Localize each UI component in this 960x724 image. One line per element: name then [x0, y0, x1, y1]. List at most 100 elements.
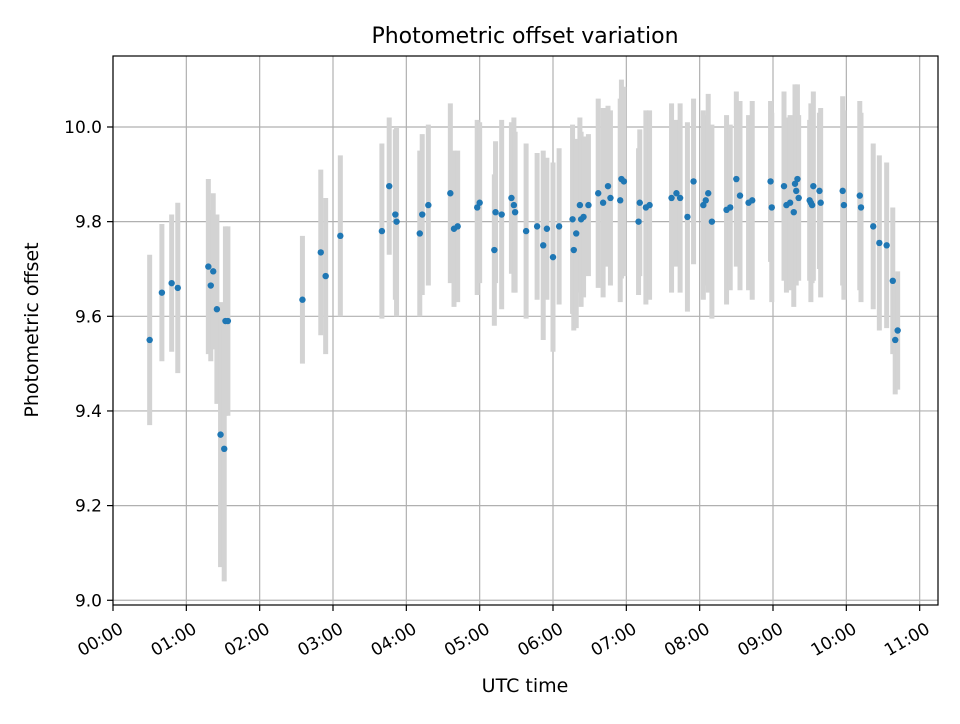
data-point: [386, 182, 393, 190]
data-point: [576, 201, 584, 209]
data-point: [604, 182, 612, 190]
data-point: [857, 204, 865, 211]
data-point: [856, 192, 863, 199]
data-point: [790, 208, 797, 216]
data-point: [419, 211, 426, 218]
data-point: [840, 201, 848, 209]
data-point: [768, 204, 775, 211]
data-point: [780, 182, 788, 190]
data-point: [378, 227, 386, 235]
data-point: [839, 187, 846, 195]
data-point: [786, 199, 794, 206]
y-tick-label: 9.6: [75, 307, 102, 327]
y-tick-label: 9.4: [75, 402, 102, 422]
data-point: [549, 253, 557, 261]
data-point: [146, 336, 153, 344]
x-axis-label: UTC time: [482, 675, 569, 697]
data-point: [794, 175, 801, 183]
y-axis-ticks: 9.0 9.2 9.4 9.6 9.8 10.0: [64, 118, 113, 611]
data-point: [580, 213, 587, 221]
data-point: [684, 213, 691, 221]
data-point: [595, 190, 602, 197]
data-point: [510, 201, 518, 209]
data-point: [213, 306, 221, 313]
data-point: [555, 223, 563, 230]
data-point: [585, 201, 592, 209]
data-point: [158, 289, 166, 296]
data-point: [476, 199, 483, 206]
data-point: [635, 218, 642, 225]
data-point: [317, 249, 324, 256]
data-point: [673, 190, 680, 197]
data-point: [570, 246, 577, 254]
y-tick-label: 9.2: [75, 497, 102, 517]
data-point: [454, 223, 461, 230]
y-tick-label: 9.0: [75, 591, 102, 611]
data-point: [425, 201, 432, 209]
data-point: [883, 242, 890, 249]
data-point: [808, 201, 816, 209]
data-point: [207, 282, 214, 289]
data-point: [174, 284, 181, 292]
data-point: [474, 204, 481, 211]
data-point: [491, 246, 498, 254]
data-point: [540, 242, 547, 249]
data-point: [702, 197, 709, 204]
data-point: [646, 201, 653, 209]
data-point: [810, 182, 817, 190]
data-point: [636, 199, 643, 206]
data-point: [708, 218, 716, 225]
data-point: [876, 239, 883, 247]
data-point: [337, 232, 344, 240]
data-point: [522, 227, 530, 235]
y-tick-label: 9.8: [75, 213, 102, 233]
data-point: [870, 223, 877, 230]
data-point: [700, 201, 707, 209]
data-point: [599, 199, 607, 206]
data-point: [668, 194, 675, 202]
data-point: [816, 187, 823, 195]
data-point: [322, 272, 329, 280]
data-points: [146, 175, 901, 453]
data-point: [607, 194, 614, 202]
y-axis-label: Photometric offset: [21, 242, 43, 417]
data-point: [791, 180, 799, 187]
data-point: [416, 230, 423, 237]
data-point: [793, 187, 800, 195]
plot-frame: [112, 55, 939, 606]
data-point: [889, 277, 896, 285]
data-point: [690, 178, 697, 185]
data-point: [533, 223, 541, 230]
data-point: [620, 178, 628, 185]
data-point: [205, 263, 212, 270]
data-point: [795, 194, 802, 202]
data-point: [733, 175, 740, 183]
data-point: [569, 216, 576, 223]
data-point: [492, 208, 499, 216]
data-point: [168, 279, 175, 287]
data-point: [299, 296, 306, 303]
data-point: [573, 230, 580, 237]
data-point: [224, 317, 232, 325]
data-point: [894, 327, 901, 334]
data-point: [749, 197, 756, 204]
data-point: [543, 225, 551, 232]
data-point: [817, 199, 824, 206]
data-point: [210, 268, 217, 275]
data-point: [617, 197, 624, 204]
data-point: [508, 194, 515, 202]
data-point: [498, 211, 505, 218]
data-point: [736, 192, 744, 199]
y-tick-label: 10.0: [64, 118, 102, 138]
data-point: [676, 194, 684, 202]
data-point: [511, 208, 519, 216]
data-point: [705, 190, 712, 197]
data-point: [767, 178, 774, 185]
data-point: [727, 204, 734, 211]
chart-title: Photometric offset variation: [371, 24, 678, 49]
data-point: [892, 336, 899, 344]
data-point: [393, 218, 400, 225]
data-point: [447, 190, 454, 197]
